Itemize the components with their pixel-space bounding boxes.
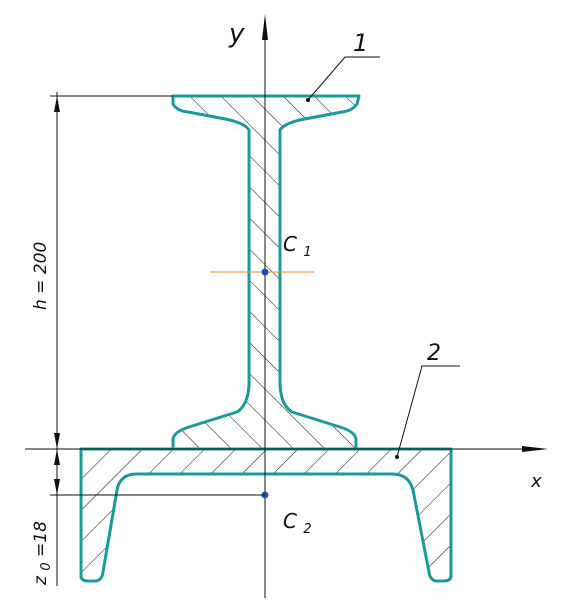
part-1-leader	[306, 56, 380, 102]
y-axis	[262, 14, 268, 598]
y-axis-arrowhead	[262, 14, 268, 40]
channel-hatch	[81, 449, 451, 581]
part-2-label: 2	[427, 341, 441, 366]
centroid-1-label: C 1	[283, 232, 312, 260]
y-axis-label: y	[228, 19, 245, 49]
offset-dimension	[50, 449, 265, 586]
x-axis-arrowhead	[522, 446, 548, 452]
centroid-1-letter: C	[283, 232, 297, 256]
centroid-1-point	[261, 268, 269, 276]
x-axis	[25, 446, 548, 452]
x-axis-label: x	[530, 471, 542, 492]
part-2-leader	[395, 365, 460, 459]
offset-dimension-value: =18	[31, 521, 51, 557]
channel-outline	[79, 447, 453, 583]
centroid-2-subscript: 2	[303, 522, 311, 537]
channel-section	[79, 447, 453, 583]
part-1-label: 1	[353, 29, 368, 57]
centroid-2-label: C 2	[283, 509, 312, 537]
offset-dimension-sub: 0	[39, 562, 54, 570]
centroid-2-letter: C	[283, 509, 297, 533]
centroid-1-subscript: 1	[303, 245, 311, 260]
offset-dimension-label: z 0 =18	[31, 521, 55, 586]
height-dimension-label: h = 200	[31, 242, 51, 310]
offset-dimension-z: z	[31, 575, 51, 586]
height-dimension	[50, 92, 173, 452]
